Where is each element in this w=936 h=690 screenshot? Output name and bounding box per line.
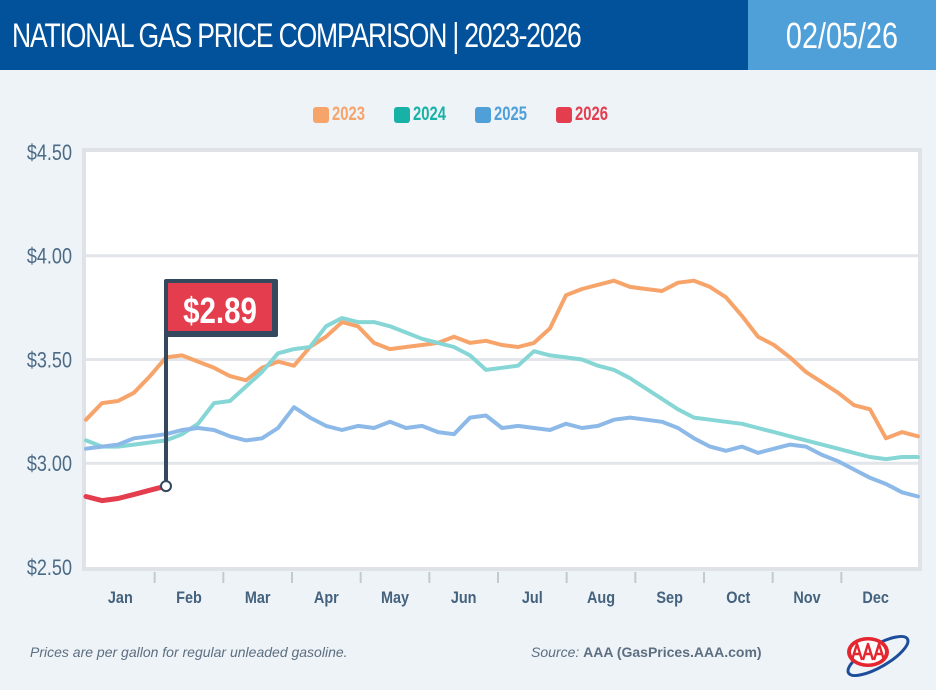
source-value: AAA (GasPrices.AAA.com)	[583, 644, 762, 660]
legend-item-2023: 2023	[313, 104, 380, 126]
legend-item-2025: 2025	[475, 104, 542, 126]
header-bar: NATIONAL GAS PRICE COMPARISON | 2023-202…	[0, 0, 936, 70]
x-tick-label: Mar	[245, 589, 271, 607]
legend-label: 2024	[413, 104, 446, 125]
y-tick-label: $3.50	[27, 349, 72, 373]
flag-price-label: $2.89	[183, 290, 257, 330]
series-lines	[83, 278, 920, 504]
legend-swatch	[313, 107, 329, 123]
y-tick-label: $2.50	[27, 556, 72, 580]
legend-swatch	[556, 107, 572, 123]
aaa-logo-icon	[846, 635, 910, 677]
series-line-2023	[84, 278, 920, 441]
y-tick-label: $4.50	[27, 141, 72, 165]
y-tick-label: $3.00	[27, 453, 72, 477]
date-label: 02/05/26	[785, 15, 899, 56]
legend-label: 2026	[575, 104, 608, 125]
x-tick-label: Aug	[587, 589, 615, 607]
flag-background	[168, 283, 272, 331]
y-axis-ticks: $4.50 $4.00 $3.50 $3.00 $2.50	[27, 141, 72, 580]
source-label: Source:	[531, 644, 580, 660]
flag-anchor-point	[160, 480, 172, 493]
x-tick-label: Sep	[656, 589, 682, 607]
x-tick-label: Feb	[176, 589, 202, 607]
y-tick-label: $4.00	[27, 245, 72, 269]
price-flag: $2.89	[160, 279, 278, 493]
footer-source: Source: AAA (GasPrices.AAA.com)	[531, 644, 762, 660]
x-tick-label: Dec	[862, 589, 889, 607]
date-box: 02/05/26	[748, 0, 936, 70]
x-tick-label: May	[381, 589, 409, 607]
x-tick-label: Nov	[793, 589, 820, 607]
series-line-2026	[83, 483, 169, 504]
x-tick-label: Apr	[314, 589, 339, 607]
legend-item-2026: 2026	[556, 104, 623, 126]
legend-label: 2025	[494, 104, 527, 125]
footer-note: Prices are per gallon for regular unlead…	[30, 644, 348, 660]
series-line-2025	[84, 405, 920, 499]
x-tick-label: Oct	[726, 589, 751, 607]
x-tick-label: Jun	[451, 589, 477, 607]
chart-legend: 2023 2024 2025 2026	[0, 104, 936, 126]
x-axis-ticks: Jan Feb Mar Apr May Jun Jul Aug Sep Oct Nov Dec	[108, 572, 889, 607]
x-tick-label: Jan	[108, 589, 133, 607]
series-line-2024	[84, 316, 920, 462]
legend-label: 2023	[332, 104, 365, 125]
legend-swatch	[475, 107, 491, 123]
legend-swatch	[394, 107, 410, 123]
x-tick-label: Jul	[522, 589, 543, 607]
page-title: NATIONAL GAS PRICE COMPARISON | 2023-202…	[12, 17, 582, 55]
grid-lines	[86, 254, 918, 465]
legend-item-2024: 2024	[394, 104, 461, 126]
